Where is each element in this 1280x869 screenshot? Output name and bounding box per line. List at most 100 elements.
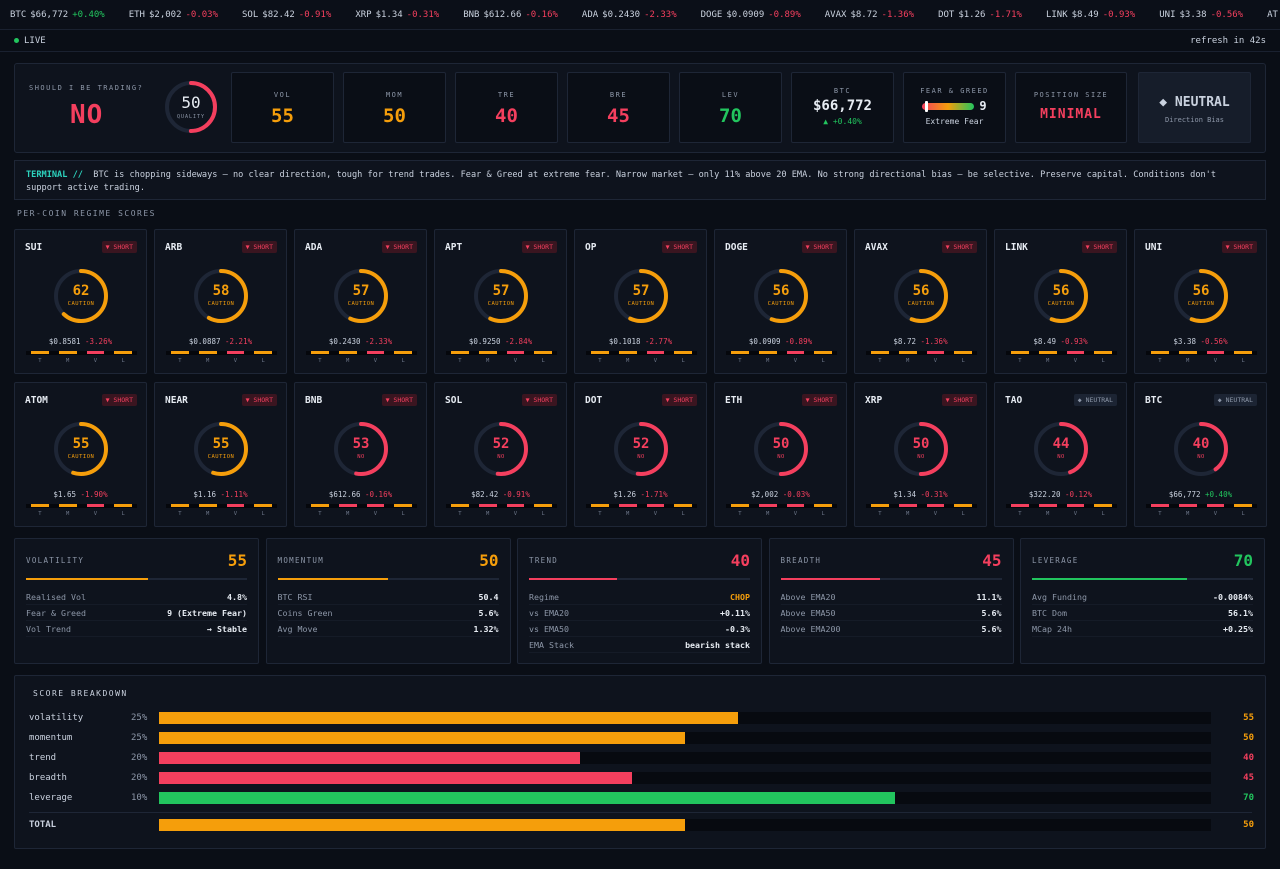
coin-card-eth[interactable]: ETH ▼ SHORT 50 NO $2,002 -0.03% T M V L (714, 382, 847, 527)
component-bar (1178, 351, 1197, 354)
gauge-ring (54, 422, 108, 476)
ticker-item[interactable]: UNI $3.38 -0.56% (1159, 10, 1243, 20)
score-label: CAUTION (487, 301, 515, 307)
gauge-ring (474, 422, 528, 476)
coin-card-doge[interactable]: DOGE ▼ SHORT 56 CAUTION $0.0909 -0.89% T M V L (714, 229, 847, 374)
ticker-item[interactable]: XRP $1.34 -0.31% (355, 10, 439, 20)
ticker-change: -1.36% (881, 9, 915, 20)
coin-card-bnb[interactable]: BNB ▼ SHORT 53 NO $612.66 -0.16% T M V L (294, 382, 427, 527)
component-bar (226, 504, 245, 507)
panel-row: Vol Trend → Stable (26, 621, 247, 637)
metric-label: BRE (609, 91, 628, 99)
coin-card-dot[interactable]: DOT ▼ SHORT 52 NO $1.26 -1.71% T M V L (574, 382, 707, 527)
coin-card-ada[interactable]: ADA ▼ SHORT 57 CAUTION $0.2430 -2.33% T M V L (294, 229, 427, 374)
ticker-change: -0.89% (768, 9, 801, 20)
section-title: PER-COIN REGIME SCORES (17, 209, 156, 218)
component-letter: T (878, 358, 882, 364)
component-letter: V (233, 358, 238, 364)
component-bars (166, 351, 277, 355)
coin-price: $0.1018 (608, 337, 641, 346)
coin-card-sui[interactable]: SUI ▼ SHORT 62 CAUTION $0.8581 -3.26% T M V L (14, 229, 147, 374)
component-bars (446, 504, 557, 508)
coin-symbol: ETH (725, 395, 743, 406)
direction-badge: ▼ SHORT (101, 241, 137, 253)
direction-badge: ▼ SHORT (521, 241, 557, 253)
component-bar (338, 504, 357, 507)
coin-card-atom[interactable]: ATOM ▼ SHORT 55 CAUTION $1.65 -1.90% T M V L (14, 382, 147, 527)
gauge-arc (754, 269, 808, 323)
coin-card-tao[interactable]: TAO ◆ NEUTRAL 44 NO $322.20 -0.12% T M V L (994, 382, 1127, 527)
ticker-item[interactable]: AVAX $8.72 -1.36% (825, 10, 914, 20)
coin-price-line: $82.42 -0.91% (435, 490, 566, 499)
coin-symbol: UNI (1145, 242, 1163, 253)
component-bar (171, 351, 189, 354)
coin-score: 50 (772, 436, 790, 452)
ticker-item[interactable]: DOT $1.26 -1.71% (938, 10, 1022, 20)
coin-card-link[interactable]: LINK ▼ SHORT 56 CAUTION $8.49 -0.93% T M V L (994, 229, 1127, 374)
component-bar (1011, 504, 1029, 507)
component-letter: T (38, 511, 42, 517)
row-value: 9 (Extreme Fear) (167, 608, 247, 618)
coin-card-near[interactable]: NEAR ▼ SHORT 55 CAUTION $1.16 -1.11% T M V L (154, 382, 287, 527)
score-gauge: 52 NO (472, 420, 530, 478)
coin-price-line: $322.20 -0.12% (995, 490, 1126, 499)
coin-price-line: $0.9250 -2.84% (435, 337, 566, 346)
row-label: Above EMA20 (780, 592, 836, 602)
panel-score-line (277, 578, 499, 580)
coin-card-sol[interactable]: SOL ▼ SHORT 52 NO $82.42 -0.91% T M V L (434, 382, 567, 527)
component-letter: L (121, 358, 125, 364)
coin-price-line: $66,772 +0.40% (1135, 490, 1266, 499)
panel-row: Avg Funding -0.0084% (1032, 589, 1253, 605)
coin-score: 55 (212, 436, 230, 452)
coin-card-btc[interactable]: BTC ◆ NEUTRAL 40 NO $66,772 +0.40% T M V L (1134, 382, 1267, 527)
component-letter: M (65, 358, 70, 364)
coin-price: $1.26 (613, 490, 636, 499)
panel-score: 50 (479, 551, 499, 570)
component-bar (506, 504, 525, 507)
coin-price: $0.9250 (468, 337, 501, 346)
coin-card-uni[interactable]: UNI ▼ SHORT 56 CAUTION $3.38 -0.56% T M V L (1134, 229, 1267, 374)
panel-row: Regime CHOP (529, 589, 750, 605)
ticker-item[interactable]: BTC $66,772 +0.40% (10, 10, 105, 20)
panel-row: vs EMA50 -0.3% (529, 621, 750, 637)
ticker-item[interactable]: AT (1267, 10, 1280, 20)
coin-price-line: $3.38 -0.56% (1135, 337, 1266, 346)
component-letter: T (1018, 511, 1022, 517)
score-label: CAUTION (67, 454, 95, 460)
ticker-item[interactable]: ETH $2,002 -0.03% (129, 10, 218, 20)
coin-card-avax[interactable]: AVAX ▼ SHORT 56 CAUTION $8.72 -1.36% T M V L (854, 229, 987, 374)
component-bars (726, 504, 837, 508)
component-letter: T (1158, 358, 1162, 364)
coin-change: -0.03% (782, 490, 810, 499)
direction-badge: ▼ SHORT (801, 241, 837, 253)
gauge-arc (1034, 269, 1088, 323)
ticker-item[interactable]: LINK $8.49 -0.93% (1046, 10, 1135, 20)
component-letter: L (1101, 358, 1105, 364)
row-value: bearish stack (685, 640, 750, 650)
coin-score: 57 (492, 283, 510, 299)
ticker-item[interactable]: SOL $82.42 -0.91% (242, 10, 331, 20)
gauge-ring (1174, 269, 1228, 323)
metric-box-mom: MOM 50 (343, 72, 446, 143)
coin-card-xrp[interactable]: XRP ▼ SHORT 50 NO $1.34 -0.31% T M V L (854, 382, 987, 527)
component-bars (1006, 504, 1117, 508)
coin-card-op[interactable]: OP ▼ SHORT 57 CAUTION $0.1018 -2.77% T M V L (574, 229, 707, 374)
direction-badge: ▼ SHORT (101, 394, 137, 406)
ticker-item[interactable]: BNB $612.66 -0.16% (463, 10, 558, 20)
component-letter: M (345, 358, 350, 364)
ticker-item[interactable]: DOGE $0.0909 -0.89% (701, 10, 801, 20)
ticker-symbol: ETH (128, 9, 145, 20)
score-breakdown-title: SCORE BREAKDOWN (33, 689, 128, 698)
row-value: -0.0084% (1213, 592, 1253, 602)
component-letter: L (261, 358, 265, 364)
score-label: CAUTION (67, 301, 95, 307)
component-bar (1011, 351, 1029, 354)
component-letter: L (1241, 511, 1245, 517)
coin-card-apt[interactable]: APT ▼ SHORT 57 CAUTION $0.9250 -2.84% T M V L (434, 229, 567, 374)
coin-card-arb[interactable]: ARB ▼ SHORT 58 CAUTION $0.0887 -2.21% T M V L (154, 229, 287, 374)
gauge-arc (894, 269, 948, 323)
breakdown-score: 40 (1243, 753, 1254, 763)
ticker-item[interactable]: ADA $0.2430 -2.33% (582, 10, 677, 20)
